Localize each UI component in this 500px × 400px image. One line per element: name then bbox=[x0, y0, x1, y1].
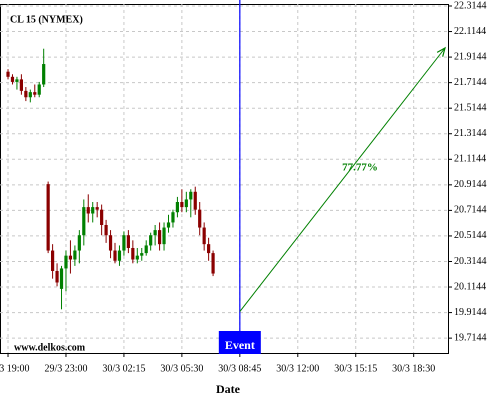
candle-body bbox=[15, 79, 19, 82]
x-tick-label: 29/3 23:00 bbox=[44, 363, 87, 374]
candle-body bbox=[24, 90, 28, 98]
candle-body bbox=[59, 268, 64, 289]
candle-body bbox=[202, 227, 206, 245]
candle-body bbox=[184, 199, 188, 208]
y-tick-label: 21.3144 bbox=[454, 128, 487, 139]
candle-body bbox=[10, 76, 15, 82]
forecast-arrowhead bbox=[436, 46, 446, 57]
y-tick-label: 20.1144 bbox=[454, 281, 486, 292]
candle-body bbox=[153, 230, 157, 236]
candle-body bbox=[126, 235, 130, 248]
candle-body bbox=[100, 209, 104, 225]
y-tick-label: 22.1144 bbox=[454, 26, 486, 37]
candle-body bbox=[180, 202, 184, 208]
candle-body bbox=[207, 244, 211, 254]
candle-body bbox=[55, 270, 59, 283]
chart-title: CL 15 (NYMEX) bbox=[10, 14, 83, 25]
y-tick-label: 19.9144 bbox=[454, 307, 487, 318]
x-tick-label: 30/3 08:45 bbox=[218, 363, 261, 374]
candle-body bbox=[86, 207, 90, 214]
candle-body bbox=[104, 224, 108, 236]
candle-body bbox=[108, 235, 113, 251]
candle-body bbox=[166, 222, 171, 228]
candle-body bbox=[6, 71, 10, 77]
y-tick-label: 21.7144 bbox=[454, 77, 487, 88]
candle-body bbox=[175, 202, 180, 213]
candle-body bbox=[122, 235, 126, 251]
candle-body bbox=[162, 227, 166, 245]
candle-body bbox=[144, 245, 148, 254]
y-tick-label: 19.7144 bbox=[454, 332, 487, 343]
candle-body bbox=[189, 191, 193, 200]
candle-body bbox=[77, 235, 81, 251]
x-tick-label: 29/3 19:00 bbox=[0, 363, 30, 374]
candle-body bbox=[46, 184, 50, 251]
candle-body bbox=[149, 235, 153, 246]
x-tick-label: 30/3 18:30 bbox=[392, 363, 435, 374]
candle-body bbox=[135, 255, 139, 260]
candle-body bbox=[37, 84, 41, 95]
candle-body bbox=[91, 207, 95, 214]
candle-body bbox=[157, 230, 162, 245]
event-label: Event bbox=[225, 338, 255, 352]
forecast-arrow bbox=[239, 47, 446, 312]
candle-body bbox=[140, 253, 144, 256]
y-tick-label: 21.1144 bbox=[454, 154, 486, 165]
candle-body bbox=[42, 64, 46, 85]
candle-body bbox=[193, 191, 197, 210]
candle-body bbox=[113, 250, 117, 261]
candle-body bbox=[211, 253, 215, 274]
y-tick-label: 20.9144 bbox=[454, 179, 487, 190]
candle-body bbox=[73, 250, 77, 260]
y-tick-label: 21.9144 bbox=[454, 51, 487, 62]
forecast-label: 77.77% bbox=[342, 162, 378, 174]
candle-body bbox=[64, 255, 68, 269]
candle-body bbox=[19, 79, 23, 91]
watermark: www.delkos.com bbox=[14, 342, 86, 353]
y-tick-label: 20.7144 bbox=[454, 205, 487, 216]
candle-body bbox=[117, 250, 122, 261]
x-tick-label: 30/3 15:15 bbox=[334, 363, 377, 374]
candle-body bbox=[131, 247, 135, 260]
candle-body bbox=[51, 250, 55, 271]
event-box bbox=[218, 331, 261, 354]
candle-body bbox=[68, 255, 73, 260]
x-tick-label: 30/3 05:30 bbox=[160, 363, 203, 374]
candle-body bbox=[95, 207, 99, 210]
y-tick-label: 20.5144 bbox=[454, 230, 487, 241]
y-tick-label: 21.5144 bbox=[454, 102, 487, 113]
candle-body bbox=[198, 209, 202, 228]
candle-body bbox=[171, 212, 175, 223]
candle-body bbox=[28, 92, 32, 98]
x-axis-label: Date bbox=[216, 382, 241, 396]
candle-body bbox=[33, 92, 37, 95]
x-tick-label: 30/3 02:15 bbox=[102, 363, 145, 374]
x-tick-label: 30/3 12:00 bbox=[276, 363, 319, 374]
candle-body bbox=[82, 207, 86, 236]
y-tick-label: 22.3144 bbox=[454, 0, 487, 11]
y-tick-label: 20.3144 bbox=[454, 256, 487, 267]
